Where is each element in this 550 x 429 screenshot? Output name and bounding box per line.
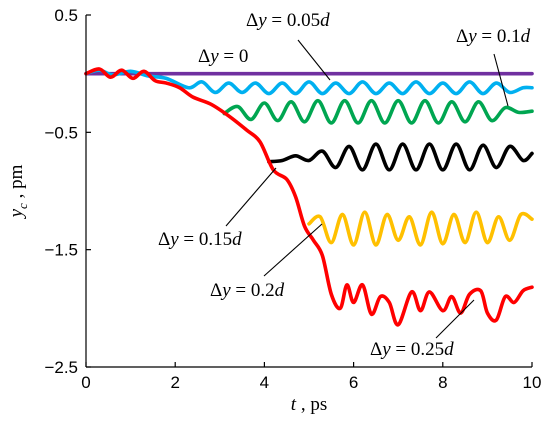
- series-label-y-0-2d: Δy = 0.2d: [210, 280, 285, 301]
- series-line-y-0-15d: [267, 142, 534, 172]
- y-tick-label: 0.5: [54, 6, 78, 25]
- annotation-leader: [297, 39, 331, 81]
- series-label-y-0: Δy = 0: [198, 46, 248, 67]
- annotation-leader: [435, 299, 475, 339]
- series-label-y-0-1d: Δy = 0.1d: [456, 26, 531, 47]
- x-tick-label: 6: [349, 373, 358, 392]
- x-tick-label: 10: [523, 373, 542, 392]
- plot-lines: [84, 67, 534, 327]
- annotation-leader: [263, 223, 323, 277]
- x-tick-label: 8: [438, 373, 447, 392]
- y-tick-label: −0.5: [44, 123, 78, 142]
- y-tick-label: −2.5: [44, 358, 78, 377]
- x-axis-title: t , ps: [291, 394, 327, 415]
- y-tick-label: −1.5: [44, 241, 78, 260]
- x-tick-label: 4: [260, 373, 269, 392]
- series-line-y-0-2d: [307, 210, 534, 247]
- x-tick-label: 2: [170, 373, 179, 392]
- series-label-y-0-05d: Δy = 0.05d: [246, 10, 330, 31]
- annotation-leader: [493, 53, 509, 107]
- x-tick-label: 0: [81, 373, 90, 392]
- series-label-y-0-25d: Δy = 0.25d: [370, 339, 454, 360]
- series-label-y-0-15d: Δy = 0.15d: [158, 229, 242, 250]
- annotation-leader: [225, 167, 277, 227]
- series-line-y-0-05d: [84, 68, 534, 96]
- axes: 0 2 4 6 8 10 0.5 −0.5 −1.5 −2.5: [44, 6, 541, 392]
- y-axis-title: yc , pm: [6, 164, 30, 219]
- series-line-y-0-25d: [84, 67, 534, 327]
- labels: t , ps yc , pm Δy = 0 Δy = 0.05d Δy = 0.1d Δy…: [6, 10, 531, 415]
- series-line-y-0-1d: [222, 98, 534, 125]
